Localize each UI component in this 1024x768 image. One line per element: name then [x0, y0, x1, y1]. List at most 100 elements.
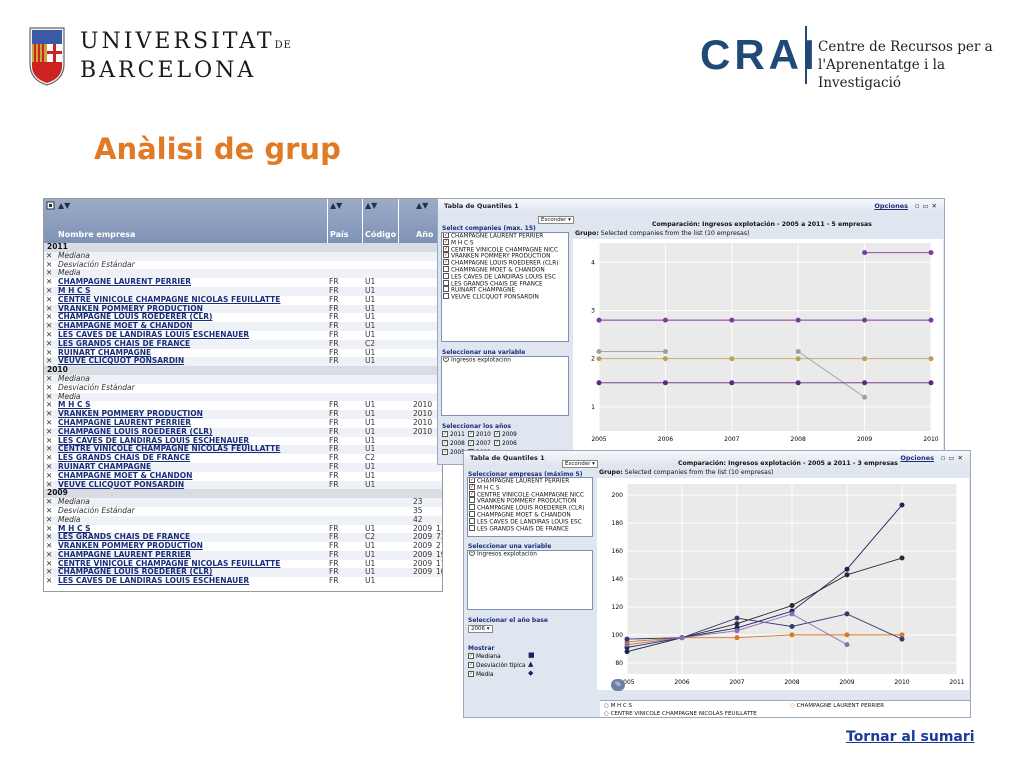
remove-icon[interactable]: ✕ [46, 382, 53, 392]
options-link[interactable]: Opciones [900, 454, 934, 462]
remove-icon[interactable]: ✕ [46, 250, 53, 260]
year-checkbox[interactable]: ✓ 2010 [468, 430, 491, 438]
checkbox[interactable]: ✓ [443, 252, 449, 259]
show-checkbox[interactable]: ✓ Mediana [468, 652, 501, 660]
remove-icon[interactable]: ✕ [46, 558, 53, 568]
remove-icon[interactable]: ✕ [46, 505, 53, 515]
table-row[interactable]: ✕ LES CAVES DE LANDIRAS LOUIS ESCHENAUER F… [44, 576, 442, 586]
company-option[interactable]: ✓ CHAMPAGNE LAURENT PERRIER [469, 477, 570, 485]
company-name[interactable]: LES CAVES DE LANDIRAS LOUIS ESCHENAUER [58, 435, 250, 445]
company-name[interactable]: VEUVE CLICQUOT PONSARDIN [58, 356, 185, 366]
company-name[interactable]: CHAMPAGNE LAURENT PERRIER [58, 417, 192, 427]
checkbox[interactable] [469, 497, 475, 504]
company-option[interactable]: LES CAVES DE LANDIRAS LOUIS ESC [442, 272, 568, 281]
table-row[interactable]: ✕ CENTRE VINICOLE CHAMPAGNE NICOLAS FEUIL… [44, 294, 442, 305]
remove-icon[interactable]: ✕ [46, 294, 53, 304]
remove-icon[interactable]: ✕ [46, 409, 53, 419]
table-row[interactable]: ✕ LES CAVES DE LANDIRAS LOUIS ESCHENAUER F… [44, 435, 442, 446]
table-row[interactable]: ✕ CHAMPAGNE MOET & CHANDON FR U1 [44, 470, 442, 481]
sort-arrows-icon[interactable]: ▲▼ [416, 201, 429, 210]
company-option[interactable]: ✓ CENTRE VINICOLE CHAMPAGNE NICC [443, 245, 559, 254]
remove-icon[interactable]: ✕ [46, 373, 53, 383]
table-row[interactable]: ✕ RUINART CHAMPAGNE FR U1 [44, 347, 442, 358]
checkbox[interactable]: ✓ [469, 477, 475, 483]
company-option[interactable]: LES GRANDS CHAIS DE FRANCE [468, 524, 592, 533]
remove-icon[interactable]: ✕ [46, 444, 53, 454]
remove-icon[interactable]: ✕ [46, 391, 53, 401]
company-option[interactable]: CHAMPAGNE MOET & CHANDON [468, 510, 592, 519]
checkbox[interactable] [469, 517, 475, 524]
year-checkbox[interactable]: ✓ 2008 [442, 439, 465, 447]
company-name[interactable]: CENTRE VINICOLE CHAMPAGNE NICOLAS FEUILL… [58, 294, 281, 304]
company-name[interactable]: LES CAVES DE LANDIRAS LOUIS ESCHENAUER [58, 576, 250, 586]
company-option[interactable]: LES GRANDS CHAIS DE FRANCE [442, 279, 568, 288]
remove-icon[interactable]: ✕ [46, 532, 53, 542]
companies-listbox[interactable]: ✓ CHAMPAGNE LAURENT PERRIER ✓ M H C S ✓ CENTR… [441, 232, 569, 342]
checkbox[interactable]: ✓ [469, 483, 475, 490]
company-option[interactable]: ✓ CHAMPAGNE LAURENT PERRIER [443, 232, 544, 240]
remove-icon[interactable]: ✕ [46, 461, 53, 471]
company-name[interactable]: CHAMPAGNE LAURENT PERRIER [58, 277, 192, 287]
remove-icon[interactable]: ✕ [46, 259, 53, 269]
show-checkbox[interactable]: ✓ Media [468, 670, 494, 678]
table-row[interactable]: ✕ LES GRANDS CHAIS DE FRANCE FR C2 200973 [44, 532, 442, 543]
company-name[interactable]: RUINART CHAMPAGNE [58, 461, 152, 471]
checkbox[interactable]: ✓ [443, 259, 449, 266]
table-row[interactable]: ✕ LES GRANDS CHAIS DE FRANCE FR C2 [44, 453, 442, 463]
table-row[interactable]: ✕ VEUVE CLICQUOT PONSARDIN FR U1 [44, 479, 442, 490]
table-row[interactable]: ✕ CHAMPAGNE LOUIS ROEDERER (CLR) FR U1 [44, 313, 442, 322]
checkbox[interactable]: ✓ [443, 238, 449, 245]
col-header-codigo[interactable]: Código [365, 230, 397, 239]
company-name[interactable]: M H C S [58, 285, 91, 295]
table-row[interactable]: ✕ CHAMPAGNE LOUIS ROEDERER (CLR) FR U1 2010 [44, 427, 442, 437]
col-header-pais[interactable]: País [330, 230, 349, 239]
checkbox[interactable] [469, 524, 475, 531]
company-name[interactable]: LES CAVES DE LANDIRAS LOUIS ESCHENAUER [58, 329, 250, 339]
remove-icon[interactable]: ✕ [46, 285, 53, 295]
table-row[interactable]: ✕ CHAMPAGNE MOET & CHANDON FR U1 [44, 321, 442, 331]
remove-icon[interactable]: ✕ [46, 329, 53, 339]
company-name[interactable]: RUINART CHAMPAGNE [58, 347, 152, 357]
table-row[interactable]: ✕ CHAMPAGNE LAURENT PERRIER FR U1 200919 [44, 550, 442, 560]
table-row[interactable]: ✕ VEUVE CLICQUOT PONSARDIN FR U1 [44, 356, 442, 367]
company-name[interactable]: CHAMPAGNE LOUIS ROEDERER (CLR) [58, 567, 213, 577]
checkbox[interactable] [443, 265, 449, 272]
checkbox[interactable]: ✓ [443, 245, 449, 252]
checkbox[interactable] [443, 272, 449, 279]
remove-icon[interactable]: ✕ [46, 479, 53, 489]
remove-icon[interactable]: ✕ [46, 400, 53, 410]
year-checkbox[interactable]: ✓ 2006 [494, 439, 517, 447]
remove-icon[interactable]: ✕ [46, 470, 53, 480]
checkbox[interactable] [443, 286, 449, 293]
remove-icon[interactable]: ✕ [46, 576, 53, 586]
table-row[interactable]: ✕ CHAMPAGNE LOUIS ROEDERER (CLR) FR U1 2009 1… [44, 567, 442, 578]
company-option[interactable]: VEUVE CLICQUOT PONSARDIN [442, 293, 568, 301]
company-option[interactable]: CHAMPAGNE MOET & CHANDON [442, 265, 568, 274]
company-name[interactable]: VRANKEN POMMERY PRODUCTION [58, 541, 203, 551]
remove-icon[interactable]: ✕ [46, 417, 53, 427]
table-row[interactable]: ✕ M H C S FR U1 [44, 285, 442, 296]
variable-listbox[interactable]: • Ingresos explotación [441, 356, 569, 416]
table-row[interactable]: ✕ VRANKEN POMMERY PRODUCTION FR U1 2010 [44, 409, 442, 419]
company-option[interactable]: ✓ M H C S [443, 238, 474, 247]
company-name[interactable]: CENTRE VINICOLE CHAMPAGNE NICOLAS FEUILL… [58, 558, 281, 568]
checkbox[interactable] [443, 279, 449, 286]
show-checkboxes[interactable]: ✓ Mediana ✓ Desviación típica ✓ Media [468, 652, 538, 680]
company-name[interactable]: VRANKEN POMMERY PRODUCTION [58, 409, 203, 419]
company-option[interactable]: VRANKEN POMMERY PRODUCTION [468, 497, 592, 505]
year-checkbox[interactable]: ✓ 2011 [442, 430, 465, 438]
remove-icon[interactable]: ✕ [46, 312, 53, 322]
table-row[interactable]: ✕ VRANKEN POMMERY PRODUCTION FR U1 [44, 304, 442, 314]
window-buttons[interactable]: ▫▭✕ [915, 202, 940, 210]
table-menu-icon[interactable] [46, 201, 56, 211]
sort-arrows-icon[interactable]: ▲▼ [330, 201, 343, 210]
hide-button[interactable]: Esconder ▾ [538, 216, 574, 224]
remove-icon[interactable]: ✕ [46, 523, 53, 533]
table-row[interactable]: ✕ CENTRE VINICOLE CHAMPAGNE NICOLAS FEUIL… [44, 558, 442, 569]
sort-arrows-icon[interactable]: ▲▼ [58, 201, 71, 210]
company-name[interactable]: LES GRANDS CHAIS DE FRANCE [58, 338, 191, 348]
remove-icon[interactable]: ✕ [46, 435, 53, 445]
company-option[interactable]: ✓ VRANKEN POMMERY PRODUCTION [443, 252, 551, 260]
table-row[interactable]: ✕ LES GRANDS CHAIS DE FRANCE FR C2 [44, 338, 442, 349]
col-header-ano[interactable]: Año [416, 230, 434, 239]
